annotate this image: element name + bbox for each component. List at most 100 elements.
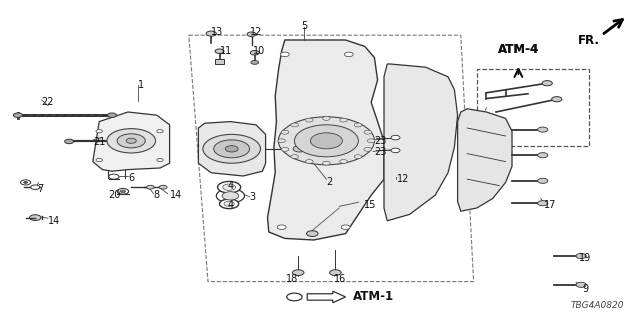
Circle shape (305, 118, 313, 122)
Text: 11: 11 (220, 46, 232, 56)
Circle shape (330, 270, 341, 276)
Circle shape (538, 178, 548, 183)
Text: 14: 14 (48, 216, 60, 226)
Circle shape (223, 184, 236, 190)
Text: FR.: FR. (579, 34, 600, 47)
Circle shape (117, 188, 129, 194)
Polygon shape (384, 64, 458, 221)
Text: 4: 4 (227, 180, 234, 191)
Circle shape (220, 199, 239, 209)
Text: 7: 7 (37, 184, 44, 194)
Circle shape (65, 139, 74, 144)
Text: 20: 20 (108, 190, 120, 200)
Circle shape (126, 138, 136, 143)
Polygon shape (93, 112, 170, 171)
Polygon shape (268, 40, 384, 240)
Circle shape (225, 146, 238, 152)
Circle shape (218, 181, 241, 193)
Circle shape (224, 201, 234, 206)
Bar (215, 59, 224, 64)
Circle shape (203, 134, 260, 163)
Circle shape (291, 123, 299, 127)
Text: 6: 6 (128, 172, 134, 183)
Circle shape (364, 130, 372, 134)
Circle shape (281, 148, 289, 151)
Circle shape (159, 185, 167, 189)
Text: 8: 8 (154, 190, 160, 200)
Circle shape (120, 190, 125, 193)
Circle shape (278, 139, 285, 143)
Circle shape (96, 158, 102, 162)
Text: 12: 12 (397, 174, 409, 184)
Circle shape (291, 155, 299, 158)
Polygon shape (458, 109, 512, 211)
Circle shape (24, 181, 28, 183)
Circle shape (31, 185, 40, 189)
Circle shape (576, 253, 586, 259)
Text: TBG4A0820: TBG4A0820 (570, 301, 624, 310)
Circle shape (157, 158, 163, 162)
Text: 13: 13 (211, 27, 223, 37)
Text: 14: 14 (170, 190, 182, 200)
Circle shape (552, 97, 562, 102)
Text: 17: 17 (544, 200, 556, 210)
Text: 23: 23 (374, 136, 387, 146)
Circle shape (391, 148, 400, 153)
Circle shape (364, 148, 372, 151)
Circle shape (108, 113, 116, 117)
Circle shape (216, 189, 244, 203)
Circle shape (344, 52, 353, 57)
Circle shape (287, 142, 312, 155)
Circle shape (20, 180, 31, 185)
Text: 21: 21 (93, 137, 105, 148)
Text: 18: 18 (286, 274, 298, 284)
Circle shape (117, 134, 145, 148)
Polygon shape (198, 122, 266, 176)
Text: 2: 2 (326, 177, 333, 188)
Circle shape (96, 130, 102, 133)
Circle shape (340, 118, 348, 122)
Circle shape (281, 130, 289, 134)
Text: 15: 15 (364, 200, 376, 210)
Circle shape (107, 129, 156, 153)
Circle shape (323, 161, 330, 165)
Text: ATM-4: ATM-4 (498, 43, 539, 56)
Circle shape (391, 135, 400, 140)
Circle shape (287, 293, 302, 301)
Circle shape (277, 225, 286, 229)
Circle shape (29, 215, 41, 220)
Bar (477, 69, 589, 146)
Circle shape (305, 160, 313, 164)
Circle shape (292, 270, 304, 276)
Circle shape (323, 116, 330, 120)
Circle shape (278, 117, 374, 165)
Circle shape (247, 32, 256, 36)
Text: 22: 22 (42, 97, 54, 108)
Text: 12: 12 (250, 27, 262, 37)
Circle shape (206, 31, 216, 36)
Circle shape (157, 130, 163, 133)
Text: 16: 16 (334, 274, 346, 284)
Text: 9: 9 (582, 284, 589, 294)
Circle shape (340, 160, 348, 164)
Text: 5: 5 (301, 20, 307, 31)
Text: 1: 1 (138, 80, 144, 90)
Circle shape (310, 133, 342, 149)
Text: 23: 23 (374, 147, 387, 157)
Circle shape (542, 81, 552, 86)
Circle shape (538, 127, 548, 132)
Circle shape (109, 174, 119, 179)
Text: 19: 19 (579, 252, 591, 263)
Circle shape (354, 123, 362, 127)
Circle shape (147, 185, 154, 189)
Circle shape (214, 140, 250, 158)
Text: 10: 10 (253, 46, 265, 56)
Text: 4: 4 (227, 200, 234, 210)
Circle shape (341, 225, 350, 229)
Circle shape (538, 201, 548, 206)
Circle shape (215, 49, 224, 53)
Circle shape (354, 155, 362, 158)
Circle shape (294, 125, 358, 157)
Circle shape (250, 51, 259, 55)
Circle shape (13, 113, 22, 117)
